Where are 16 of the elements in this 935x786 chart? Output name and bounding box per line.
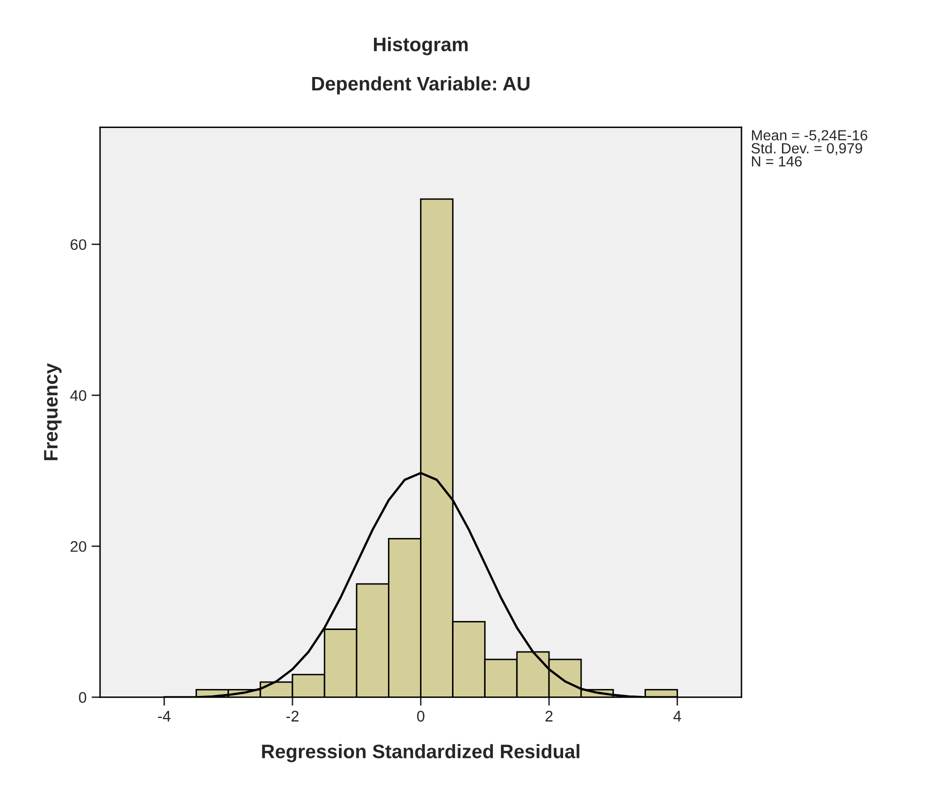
x-tick-label: -2 (286, 710, 298, 722)
text: N = 146 (752, 156, 802, 167)
y-tick-label: 40 (70, 390, 86, 401)
x-tick-label: 4 (673, 710, 682, 722)
x-tick-label: 0 (417, 710, 424, 722)
y-tick-label: 60 (70, 239, 86, 250)
x-axis-title: Regression Standardized Residual (262, 744, 580, 762)
chart-subtitle: Dependent Variable: AU (312, 76, 530, 94)
x-tick-label: 2 (546, 710, 553, 722)
chart-title: Histogram (374, 37, 468, 56)
x-tick-label: -4 (158, 710, 171, 722)
y-tick-label: 20 (70, 541, 86, 552)
y-axis-title: Frequency (44, 363, 62, 460)
text: Mean = -5,24E-16 (752, 130, 868, 142)
y-tick-label: 0 (78, 692, 86, 703)
text: Std. Dev. = 0,979 (751, 142, 862, 156)
